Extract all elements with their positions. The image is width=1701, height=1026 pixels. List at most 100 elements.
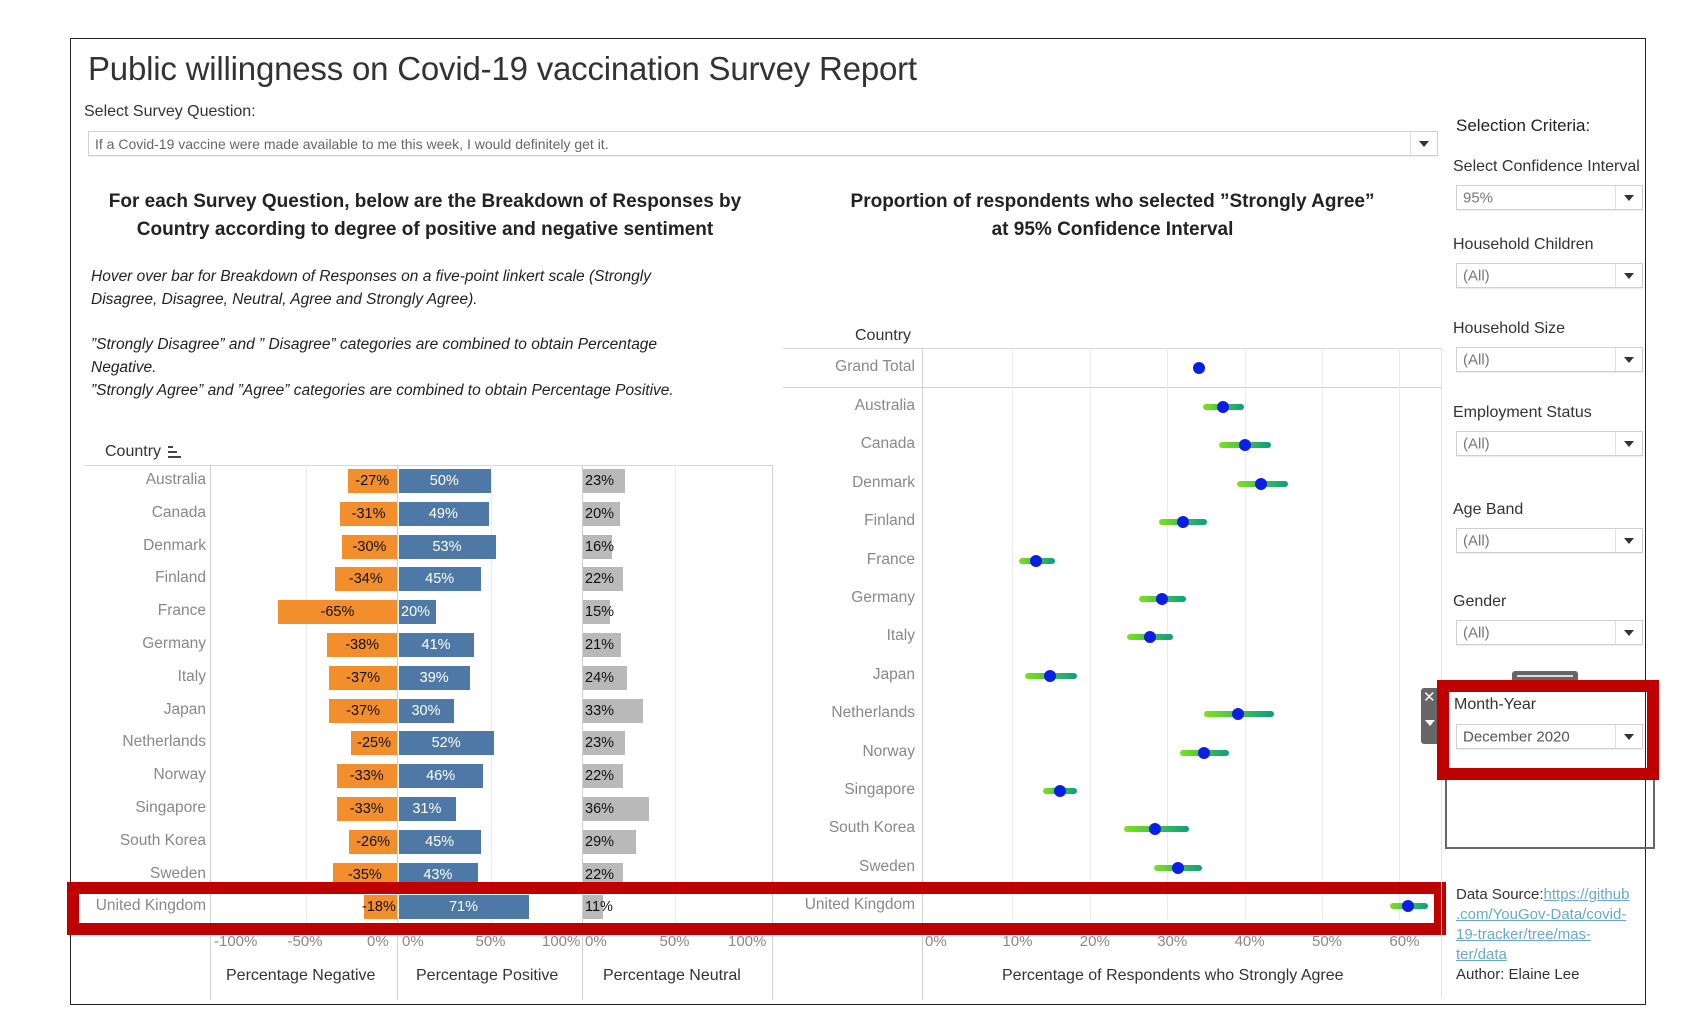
row-label: Canada: [151, 503, 206, 521]
neutral-bar[interactable]: [583, 698, 644, 723]
household-size-dropdown[interactable]: (All): [1456, 347, 1643, 372]
chevron-down-icon[interactable]: [1615, 348, 1642, 371]
chevron-down-icon[interactable]: [1615, 725, 1642, 748]
positive-bar[interactable]: [399, 600, 436, 625]
point-estimate[interactable]: [1232, 708, 1245, 721]
selection-outline: [1445, 777, 1655, 849]
neutral-bar[interactable]: [583, 534, 613, 559]
negative-bar[interactable]: [342, 534, 397, 559]
point-estimate[interactable]: [1144, 631, 1157, 644]
menu-caret-icon[interactable]: [1425, 720, 1435, 726]
row-label: Singapore: [135, 799, 206, 816]
data-source-link[interactable]: .com/YouGov-Data/covid-: [1456, 906, 1627, 923]
positive-bar[interactable]: [399, 731, 495, 756]
positive-bar[interactable]: [399, 698, 454, 723]
neutral-bar[interactable]: [583, 600, 611, 625]
negative-value-label: -27%: [355, 473, 390, 489]
negative-bar[interactable]: [327, 633, 397, 657]
neutral-bar[interactable]: [583, 764, 624, 789]
neutral-bar[interactable]: [583, 633, 622, 657]
negative-value-label: -31%: [351, 505, 386, 522]
point-estimate[interactable]: [1155, 593, 1168, 605]
positive-value-label: 49%: [428, 505, 458, 522]
filter-toolbar[interactable]: ✕: [1421, 688, 1439, 744]
neutral-bar[interactable]: [583, 501, 620, 526]
neutral-bar[interactable]: [583, 665, 627, 690]
row-label: South Korea: [119, 831, 206, 849]
point-estimate[interactable]: [1053, 785, 1066, 797]
point-estimate[interactable]: [1177, 516, 1190, 529]
data-source-label: Data Source:: [1456, 886, 1544, 903]
positive-bar[interactable]: [399, 895, 529, 920]
data-source-link[interactable]: https://github: [1543, 886, 1630, 903]
neutral-bar[interactable]: [583, 895, 604, 920]
positive-bar[interactable]: [399, 567, 482, 592]
negative-bar[interactable]: [329, 698, 397, 723]
positive-bar[interactable]: [399, 829, 482, 854]
neutral-bar[interactable]: [583, 469, 626, 493]
household-children-dropdown[interactable]: (All): [1456, 263, 1643, 288]
positive-bar[interactable]: [399, 797, 456, 821]
point-estimate[interactable]: [1254, 477, 1267, 490]
neutral-bar[interactable]: [583, 731, 626, 756]
positive-bar[interactable]: [399, 501, 489, 526]
negative-bar[interactable]: [329, 665, 397, 690]
negative-bar[interactable]: [334, 567, 397, 592]
household-children-label: Household Children: [1453, 236, 1594, 253]
chevron-down-icon[interactable]: [1615, 529, 1642, 552]
chevron-down-icon[interactable]: [1615, 186, 1642, 209]
neutral-bar[interactable]: [583, 829, 637, 854]
negative-bar[interactable]: [349, 829, 397, 854]
pane-left-axis: [210, 465, 211, 1000]
data-source-link[interactable]: 19-tracker/tree/mas-: [1456, 926, 1592, 943]
close-icon[interactable]: ✕: [1423, 689, 1436, 706]
chevron-down-icon[interactable]: [1615, 264, 1642, 287]
data-source-link[interactable]: ter/data: [1456, 946, 1507, 963]
row-label: Singapore: [844, 781, 915, 798]
point-estimate[interactable]: [1401, 900, 1414, 913]
point-estimate[interactable]: [1197, 746, 1210, 759]
negative-bar[interactable]: [364, 895, 397, 920]
chevron-down-icon[interactable]: [1615, 432, 1642, 455]
sort-icon[interactable]: [168, 445, 182, 458]
x-tick: 10%: [1002, 933, 1033, 950]
confidence-interval-dropdown[interactable]: 95%: [1456, 185, 1643, 210]
employment-status-dropdown[interactable]: (All): [1456, 431, 1643, 456]
negative-bar[interactable]: [340, 501, 397, 526]
positive-value-label: 50%: [429, 473, 459, 489]
neutral-value-label: 23%: [585, 473, 615, 489]
point-estimate[interactable]: [1192, 362, 1205, 374]
age-band-dropdown[interactable]: (All): [1456, 528, 1643, 553]
country-header[interactable]: Country: [105, 443, 182, 461]
positive-bar[interactable]: [399, 633, 475, 657]
negative-bar[interactable]: [336, 797, 397, 821]
row-label: Grand Total: [835, 358, 915, 375]
neg-tick: -100%: [214, 933, 258, 950]
chevron-down-icon[interactable]: [1410, 132, 1437, 155]
neutral-value-label: 15%: [585, 604, 615, 621]
neutral-value-label: 22%: [585, 768, 615, 785]
positive-bar[interactable]: [399, 534, 496, 559]
neg-tick: 0%: [367, 933, 389, 950]
negative-bar[interactable]: [336, 764, 397, 789]
point-estimate[interactable]: [1216, 401, 1229, 413]
point-estimate[interactable]: [1172, 861, 1185, 874]
survey-question-dropdown[interactable]: If a Covid-19 vaccine were made availabl…: [88, 131, 1438, 156]
chevron-down-icon[interactable]: [1615, 621, 1642, 644]
positive-bar[interactable]: [399, 764, 484, 789]
axis-title: Percentage Negative: [226, 967, 376, 984]
negative-bar[interactable]: [351, 731, 397, 756]
positive-bar[interactable]: [399, 665, 471, 690]
negative-value-label: -34%: [348, 571, 383, 588]
point-estimate[interactable]: [1029, 554, 1042, 567]
neutral-bar[interactable]: [583, 797, 649, 821]
point-estimate[interactable]: [1044, 669, 1057, 682]
point-estimate[interactable]: [1148, 823, 1161, 836]
neutral-bar[interactable]: [583, 567, 624, 592]
negative-bar[interactable]: [347, 469, 397, 493]
month-year-dropdown[interactable]: December 2020: [1456, 724, 1643, 749]
point-estimate[interactable]: [1238, 439, 1251, 452]
positive-bar[interactable]: [399, 469, 491, 493]
negative-bar[interactable]: [278, 600, 397, 625]
gender-dropdown[interactable]: (All): [1456, 620, 1643, 645]
